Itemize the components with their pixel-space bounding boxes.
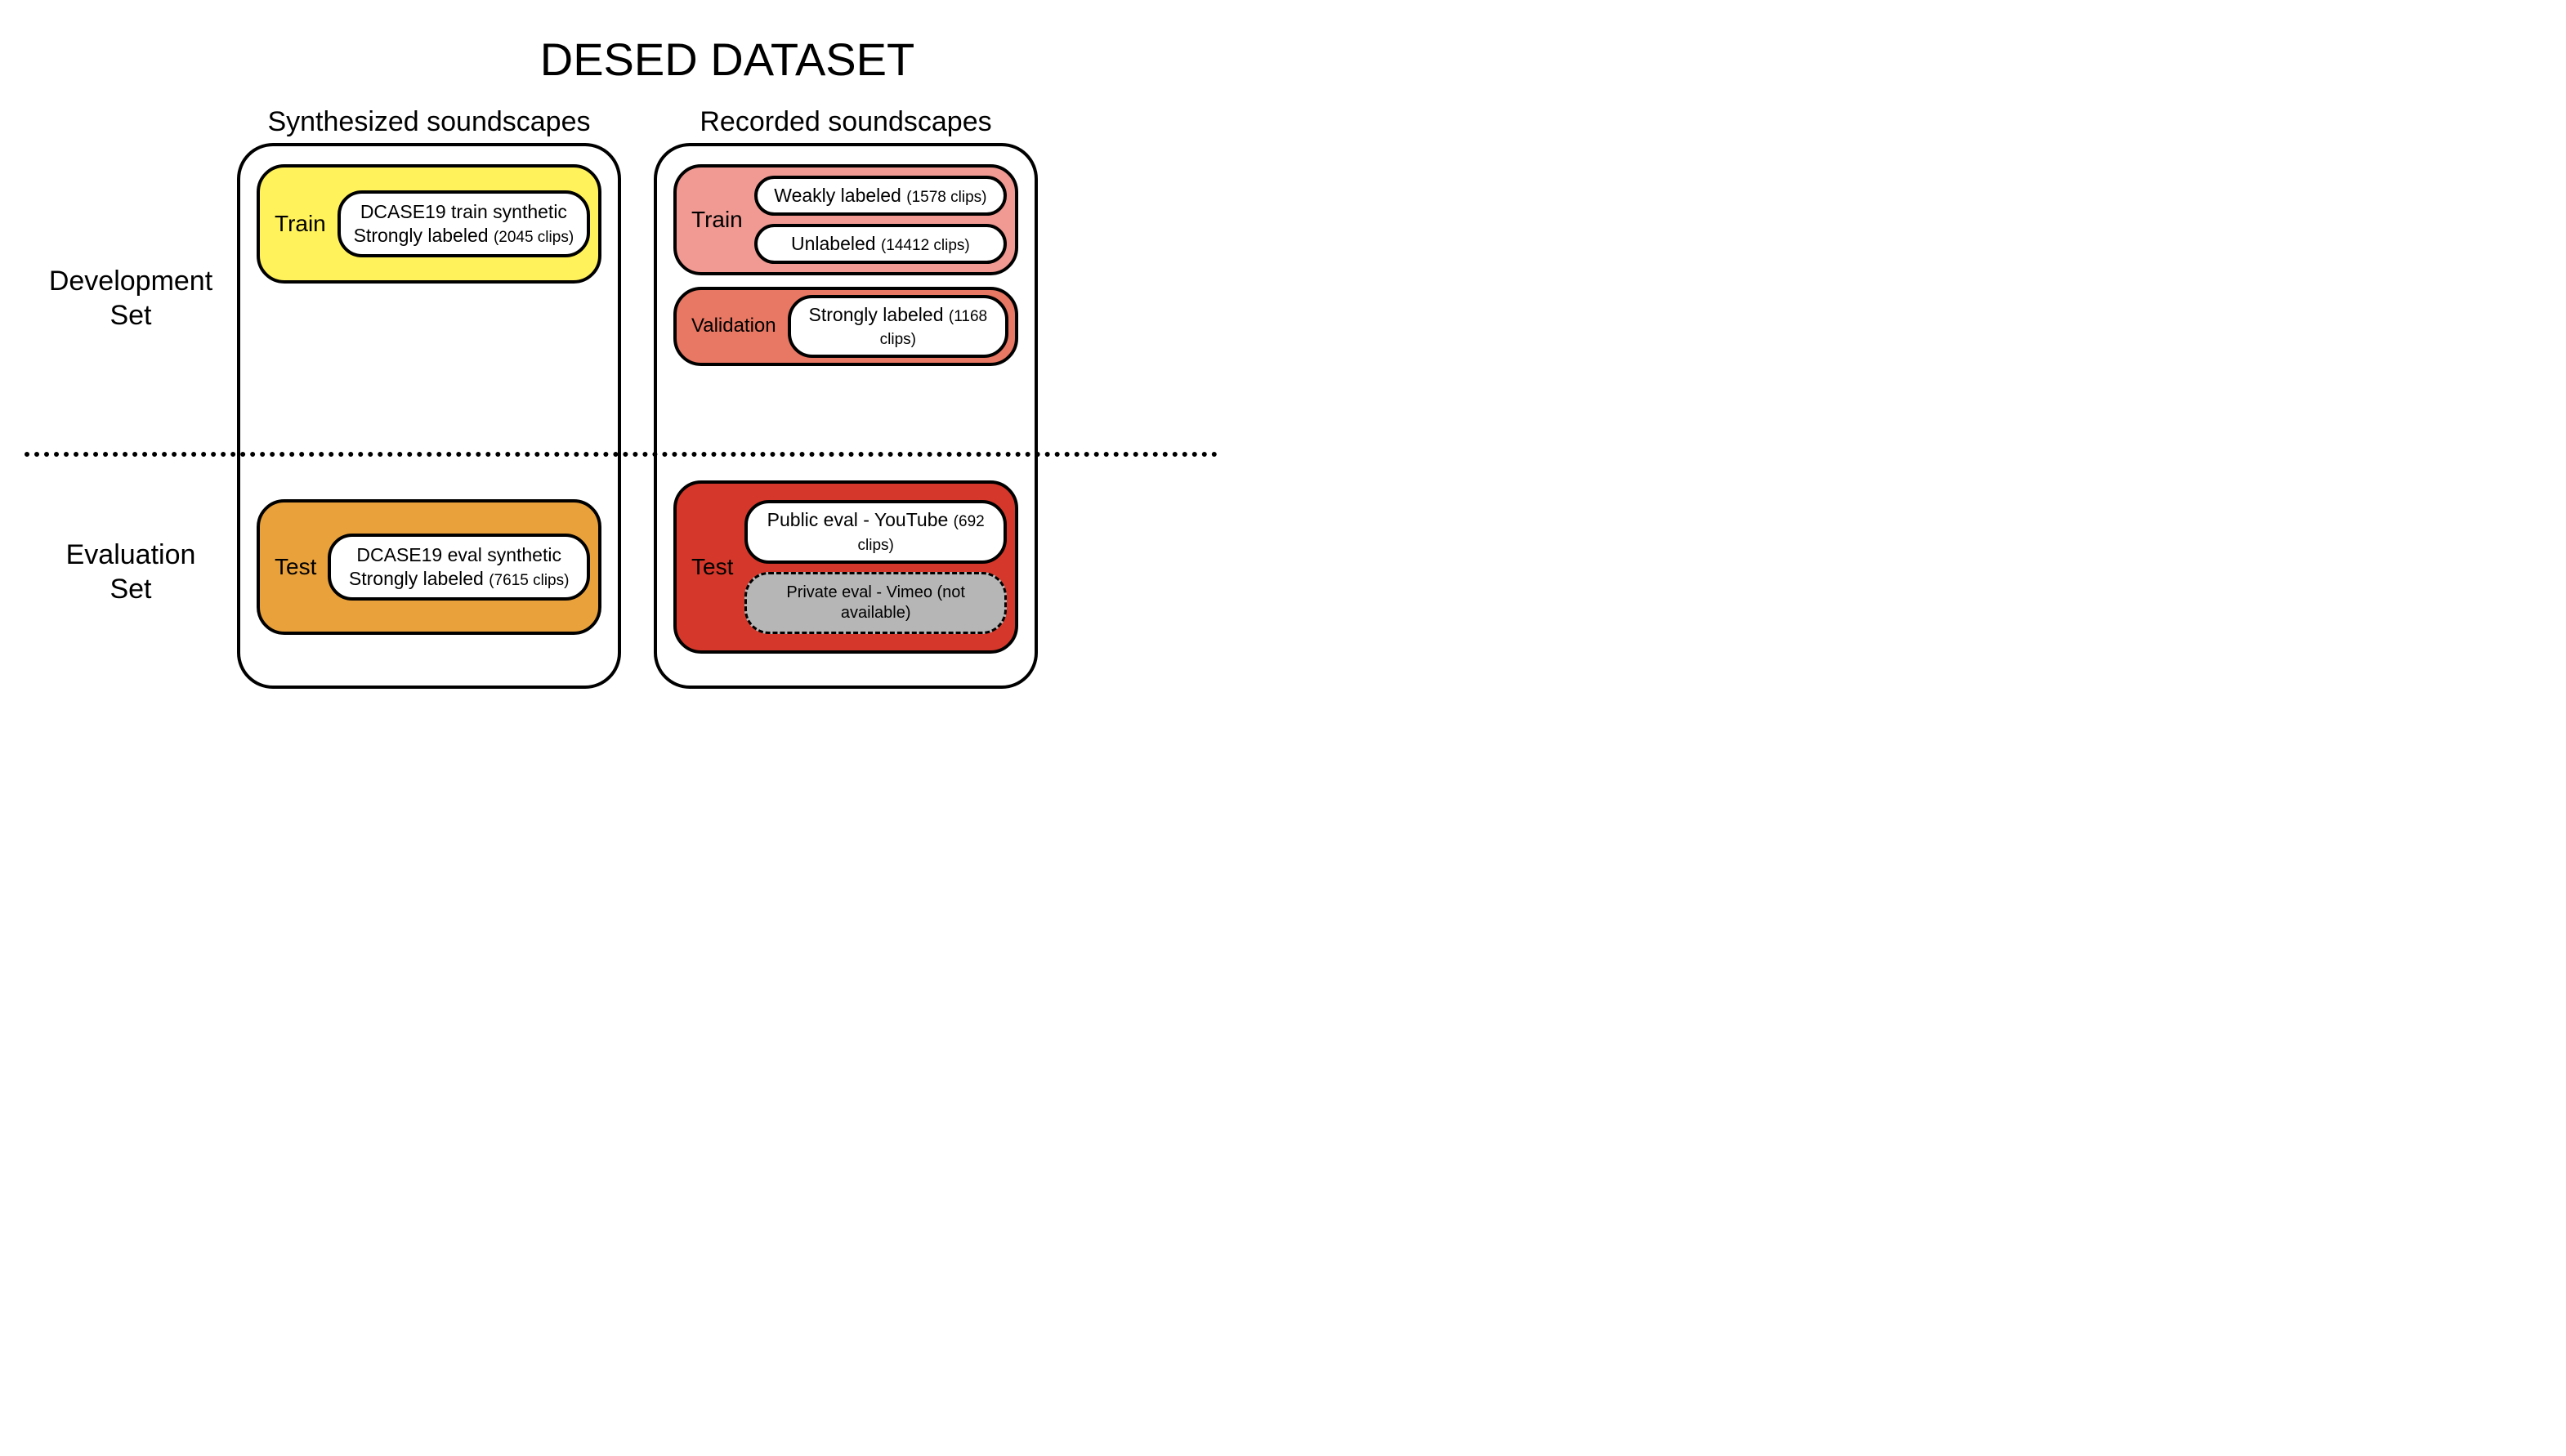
layout-grid: Synthesized soundscapes Recorded soundsc… [25, 94, 1218, 690]
rec-test-pub-a: Public eval - YouTube [767, 509, 954, 530]
diagram-root: DESED DATASET Synthesized soundscapes Re… [25, 33, 1218, 690]
rec-test-block: Test Public eval - YouTube (692 clips) P… [673, 480, 1018, 654]
rec-train-unl-pill: Unlabeled (14412 clips) [754, 224, 1007, 264]
synth-train-block: Train DCASE19 train synthetic Strongly l… [257, 164, 601, 284]
col-header-synth: Synthesized soundscapes [237, 106, 621, 143]
row-label-eval-line1: Evaluation [25, 538, 237, 573]
synth-test-block: Test DCASE19 eval synthetic Strongly lab… [257, 499, 601, 635]
row-label-dev-line1: Development [25, 264, 237, 299]
rec-test-pub-pill: Public eval - YouTube (692 clips) [744, 500, 1007, 564]
synth-test-label: Test [260, 554, 328, 580]
row-label-dev: Development Set [25, 143, 237, 453]
row-label-dev-line2: Set [25, 298, 237, 333]
rec-train-weak-a: Weakly labeled [774, 185, 906, 206]
rec-train-unl-b: (14412 clips) [881, 237, 970, 254]
rec-train-weak-b: (1578 clips) [906, 189, 986, 206]
rec-train-block: Train Weakly labeled (1578 clips) Unlabe… [673, 164, 1018, 275]
rec-test-priv-pill: Private eval - Vimeo (not available) [744, 572, 1007, 634]
rec-test-label: Test [677, 554, 744, 580]
synth-train-pill: DCASE19 train synthetic Strongly labeled… [338, 190, 590, 257]
rec-train-unl-a: Unlabeled [791, 233, 881, 254]
rec-val-line-a: Strongly labeled [809, 304, 949, 325]
synth-train-label: Train [260, 211, 338, 237]
rec-val-label: Validation [677, 315, 788, 337]
synth-test-line1: DCASE19 eval synthetic [356, 544, 561, 565]
synth-eval-container: Test DCASE19 eval synthetic Strongly lab… [237, 452, 621, 689]
synth-test-line2a: Strongly labeled [349, 568, 489, 589]
synth-test-line2b: (7615 clips) [489, 572, 569, 589]
synth-train-line2a: Strongly labeled [354, 225, 494, 246]
synth-dev-container: Train DCASE19 train synthetic Strongly l… [237, 143, 621, 453]
rec-dev-container: Train Weakly labeled (1578 clips) Unlabe… [654, 143, 1038, 453]
row-label-eval: Evaluation Set [25, 453, 237, 690]
set-divider [25, 452, 1218, 457]
row-label-eval-line2: Set [25, 572, 237, 607]
synth-train-line1: DCASE19 train synthetic [360, 201, 567, 222]
synth-test-pill: DCASE19 eval synthetic Strongly labeled … [328, 534, 590, 601]
rec-train-weak-pill: Weakly labeled (1578 clips) [754, 176, 1007, 216]
main-title: DESED DATASET [25, 33, 1218, 86]
col-header-rec: Recorded soundscapes [654, 106, 1038, 143]
rec-val-block: Validation Strongly labeled (1168 clips) [673, 287, 1018, 367]
rec-train-label: Train [677, 207, 754, 233]
rec-eval-container: Test Public eval - YouTube (692 clips) P… [654, 452, 1038, 689]
rec-val-pill: Strongly labeled (1168 clips) [788, 295, 1008, 359]
synth-train-line2b: (2045 clips) [494, 229, 574, 246]
